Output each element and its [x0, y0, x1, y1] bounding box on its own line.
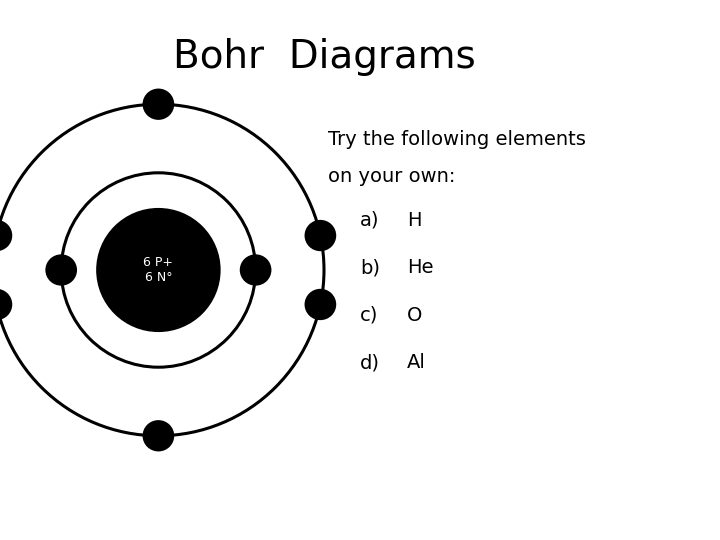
Ellipse shape [0, 220, 12, 251]
Text: a): a) [360, 211, 379, 229]
Text: Try the following elements: Try the following elements [328, 130, 585, 148]
Text: 6 P+
6 N°: 6 P+ 6 N° [143, 256, 174, 284]
Ellipse shape [305, 220, 336, 251]
Ellipse shape [97, 209, 220, 331]
Text: on your own:: on your own: [328, 167, 455, 186]
Ellipse shape [45, 254, 77, 286]
Text: He: He [407, 258, 433, 277]
Text: O: O [407, 306, 422, 325]
Ellipse shape [0, 289, 12, 320]
Text: Bohr  Diagrams: Bohr Diagrams [173, 38, 475, 76]
Text: H: H [407, 211, 421, 229]
Text: d): d) [360, 353, 380, 372]
Text: b): b) [360, 258, 380, 277]
Ellipse shape [305, 289, 336, 320]
Ellipse shape [240, 254, 271, 286]
Ellipse shape [143, 89, 174, 120]
Text: c): c) [360, 306, 379, 325]
Ellipse shape [143, 420, 174, 451]
Text: Al: Al [407, 353, 426, 372]
